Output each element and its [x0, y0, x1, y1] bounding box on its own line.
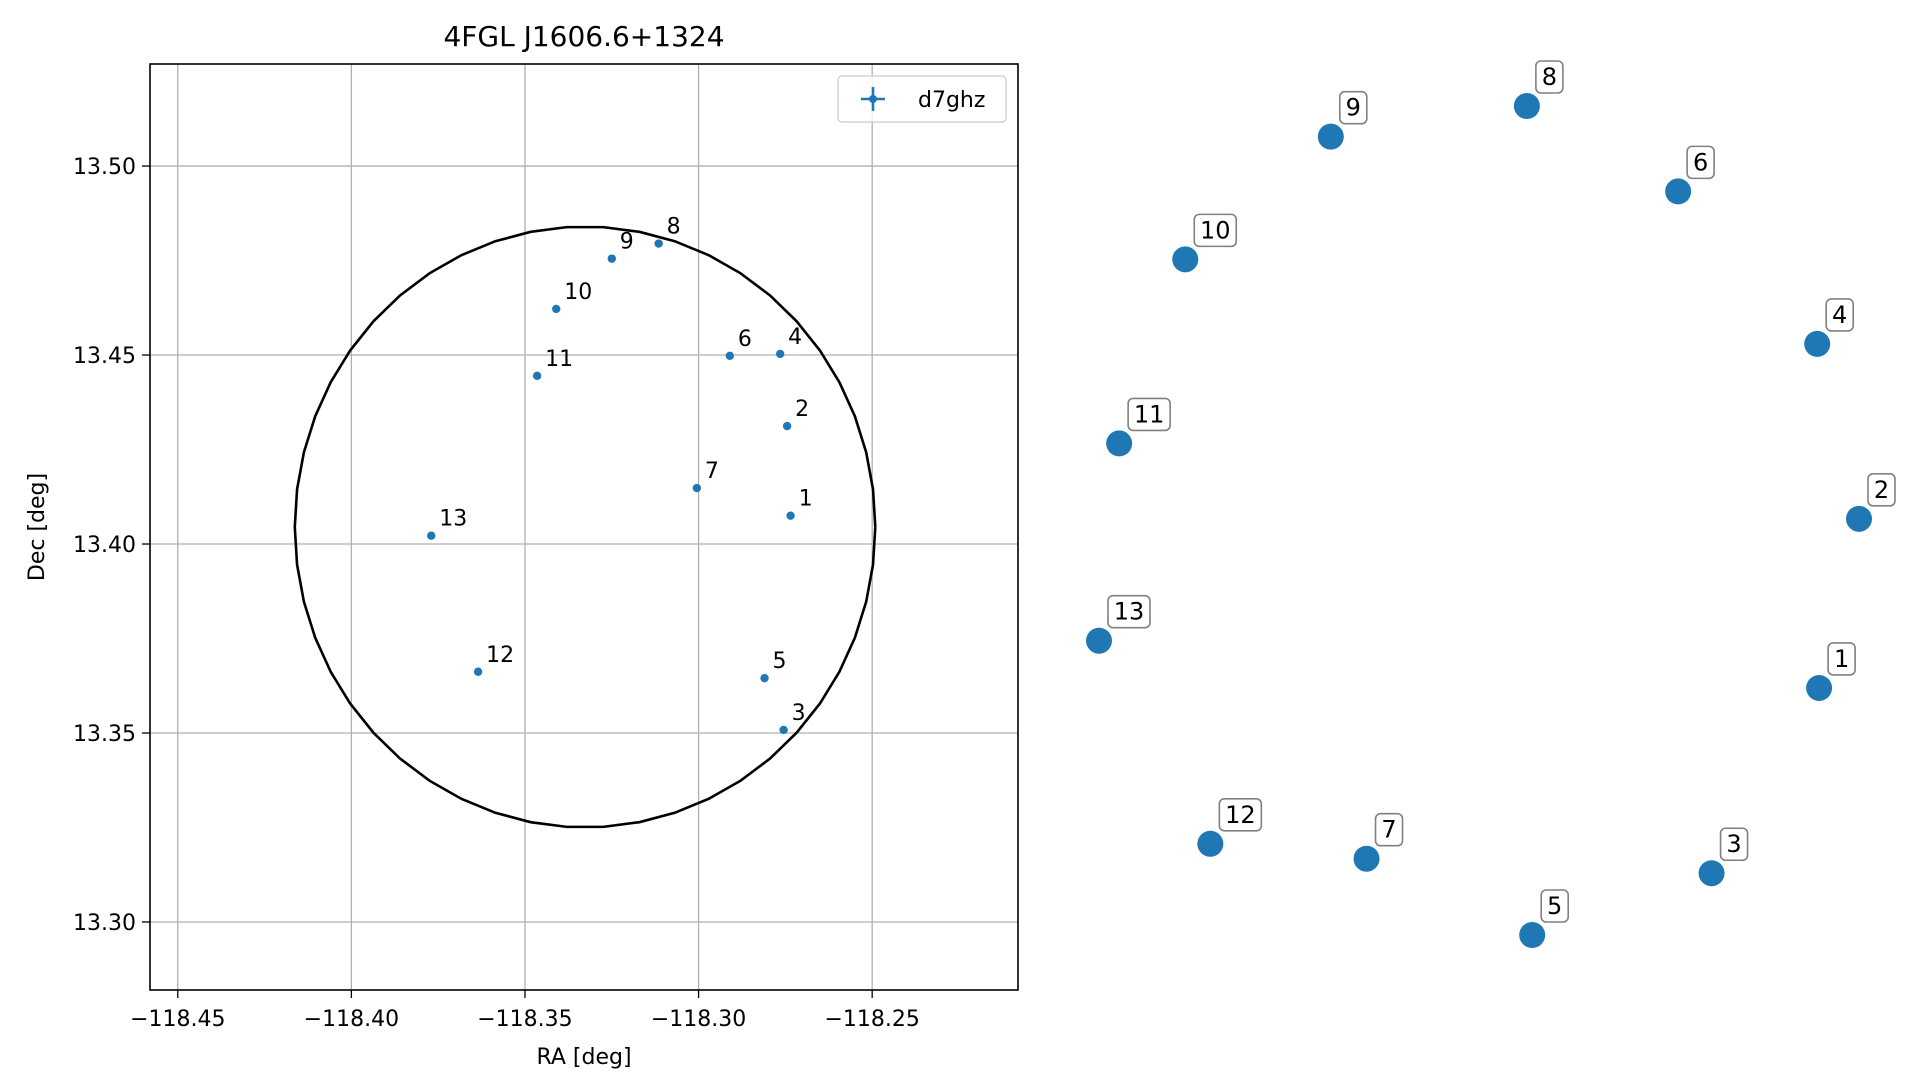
- legend: d7ghz: [837, 75, 1007, 123]
- label-box: [1535, 60, 1564, 94]
- source-label: 4: [788, 325, 802, 350]
- layout-point-label: 13: [1114, 598, 1145, 626]
- tick-layer: −118.45 −118.40 −118.35 −118.30 −118.25 13.30…: [73, 155, 920, 1032]
- layout-point: [1665, 178, 1692, 205]
- layout-point-label: 8: [1542, 63, 1557, 91]
- legend-entry-label: d7ghz: [918, 88, 985, 113]
- legend-box: [837, 75, 1007, 123]
- layout-point: [1086, 627, 1112, 654]
- x-tick-label: −118.25: [824, 1007, 919, 1032]
- layout-point-label: 2: [1874, 476, 1889, 504]
- source-point: [775, 349, 785, 359]
- source-label: 9: [620, 230, 634, 255]
- layout-point: [1846, 505, 1872, 532]
- source-label: 1: [799, 487, 813, 512]
- source-label: 8: [667, 215, 681, 240]
- layout-point: [1513, 93, 1540, 119]
- source-label: 6: [738, 327, 752, 352]
- layout-point-label: 9: [1346, 94, 1361, 122]
- label-box: [1827, 642, 1856, 676]
- source-label: 3: [792, 701, 806, 726]
- label-box: [1867, 473, 1896, 507]
- layout-point-label: 7: [1381, 816, 1396, 844]
- layout-point: [1317, 123, 1344, 150]
- source-point: [782, 421, 792, 431]
- source-label: 7: [705, 459, 719, 484]
- layout-point-label: 10: [1200, 216, 1231, 244]
- label-box: [1218, 798, 1263, 832]
- layout-point: [1519, 922, 1546, 948]
- layout-point-label: 1: [1834, 645, 1849, 673]
- source-point: [552, 304, 561, 314]
- legend-marker: [861, 87, 885, 111]
- layout-point: [1353, 845, 1380, 872]
- x-tick-label: −118.30: [651, 1007, 746, 1032]
- region-circle: [293, 225, 877, 829]
- layout-point-label: 3: [1726, 830, 1741, 858]
- label-box: [1374, 812, 1404, 847]
- y-tick-label: 13.40: [73, 533, 136, 558]
- source-point: [779, 725, 788, 735]
- source-label: 2: [795, 397, 809, 422]
- source-point: [532, 371, 542, 381]
- source-point: [786, 511, 795, 520]
- source-point: [760, 673, 769, 683]
- source-point: [473, 667, 483, 676]
- label-box: [1540, 889, 1569, 923]
- source-point: [654, 239, 663, 248]
- x-tick-label: −118.40: [304, 1007, 399, 1032]
- layout-point: [1172, 246, 1199, 273]
- label-box: [1127, 397, 1171, 432]
- layout-point: [1698, 860, 1725, 887]
- y-tick-label: 13.30: [73, 911, 136, 936]
- label-box: [1686, 145, 1715, 180]
- source-point: [427, 531, 436, 540]
- source-label: 12: [486, 643, 514, 668]
- source-point: [725, 351, 735, 360]
- legend-point: [869, 95, 877, 103]
- source-point: [607, 254, 616, 263]
- chart-title: 4FGL J1606.6+1324: [443, 20, 724, 53]
- x-tick-label: −118.45: [130, 1007, 225, 1032]
- y-tick-label: 13.45: [73, 344, 136, 369]
- layout-point: [1804, 330, 1831, 357]
- y-axis-label: Dec [deg]: [25, 473, 50, 581]
- layout-point-label: 6: [1693, 148, 1708, 176]
- x-tick-label: −118.35: [477, 1007, 572, 1032]
- source-label: 13: [439, 507, 467, 532]
- label-box: [1193, 213, 1238, 248]
- layout-point-label: 5: [1547, 892, 1562, 920]
- layout-point-label: 12: [1225, 801, 1256, 829]
- layout-point: [1106, 430, 1133, 457]
- source-label: 10: [564, 280, 592, 305]
- source-label: 5: [773, 649, 787, 674]
- label-box: [1719, 827, 1749, 862]
- y-tick-label: 13.35: [73, 722, 136, 747]
- layout-point-label: 11: [1134, 400, 1165, 428]
- source-point: [692, 483, 702, 493]
- source-label: 11: [545, 347, 573, 372]
- layout-point: [1197, 830, 1224, 857]
- y-tick-label: 13.50: [73, 155, 136, 180]
- x-axis-label: RA [deg]: [536, 1045, 631, 1070]
- label-box: [1825, 298, 1854, 332]
- grid-lines: [150, 64, 1018, 990]
- layout-point: [1806, 674, 1833, 701]
- label-box: [1339, 90, 1368, 125]
- region-circle-layer: [293, 225, 877, 829]
- layout-point-label: 4: [1832, 301, 1847, 329]
- label-box: [1107, 594, 1151, 629]
- plot-frame: [149, 63, 1019, 991]
